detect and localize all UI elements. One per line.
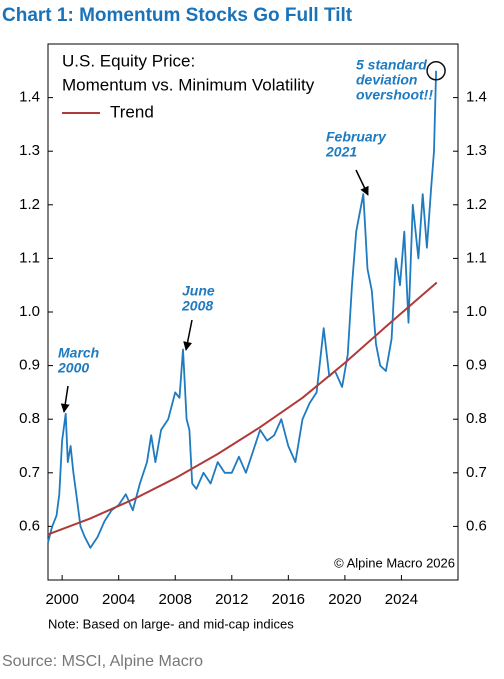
- x-tick-label: 2024: [385, 591, 418, 608]
- x-tick-label: 2012: [215, 591, 248, 608]
- annotation-arrow: [183, 319, 193, 351]
- y2-tick-label: 1.3: [466, 142, 487, 159]
- y2-tick-label: 1.1: [466, 249, 487, 266]
- series-line: [47, 281, 438, 536]
- annotation: 2000: [57, 360, 89, 376]
- subtitle: Momentum vs. Minimum Volatility: [62, 75, 315, 94]
- legend-label: Trend: [110, 102, 154, 121]
- x-tick-label: 2004: [102, 591, 135, 608]
- annotation-arrow: [355, 169, 369, 196]
- x-tick-label: 2008: [159, 591, 192, 608]
- plot-frame: [47, 43, 459, 581]
- y-tick-label: 0.7: [19, 464, 40, 481]
- y-tick-label: 0.8: [19, 410, 40, 427]
- y2-tick-label: 1.0: [466, 303, 487, 320]
- annotation: February: [326, 129, 387, 145]
- y-tick-label: 1.2: [19, 196, 40, 213]
- y-tick-label: 1.3: [19, 142, 40, 159]
- annotation: June: [182, 283, 215, 299]
- y-tick-label: 0.6: [19, 517, 40, 534]
- overshoot-circle: [426, 61, 446, 81]
- y-tick-label: 1.4: [19, 89, 40, 106]
- source: Source: MSCI, Alpine Macro: [2, 653, 203, 670]
- y2-tick-label: 0.8: [466, 410, 487, 427]
- y2-tick-label: 0.6: [466, 517, 487, 534]
- series-line: [47, 70, 437, 549]
- x-tick-label: 2000: [45, 591, 78, 608]
- note: Note: Based on large- and mid-cap indice…: [48, 616, 294, 631]
- x-tick-label: 2016: [272, 591, 305, 608]
- y2-tick-label: 0.7: [466, 464, 487, 481]
- chart-title: Chart 1: Momentum Stocks Go Full Tilt: [2, 5, 353, 26]
- subtitle: U.S. Equity Price:: [62, 51, 195, 70]
- y-tick-label: 1.0: [19, 303, 40, 320]
- annotation-arrow: [60, 385, 70, 413]
- annotation: 2021: [325, 144, 357, 160]
- annotation: deviation: [356, 72, 417, 88]
- x-tick-label: 2020: [328, 591, 361, 608]
- y-tick-label: 1.1: [19, 249, 40, 266]
- annotation: 5 standard: [356, 57, 427, 73]
- annotation: March: [58, 345, 99, 361]
- y2-tick-label: 0.9: [466, 357, 487, 374]
- copyright: © Alpine Macro 2026: [334, 555, 455, 570]
- y2-tick-label: 1.4: [466, 89, 487, 106]
- y2-tick-label: 1.2: [466, 196, 487, 213]
- annotation: overshoot!!: [356, 87, 433, 103]
- y-tick-label: 0.9: [19, 357, 40, 374]
- annotation: 2008: [181, 298, 213, 314]
